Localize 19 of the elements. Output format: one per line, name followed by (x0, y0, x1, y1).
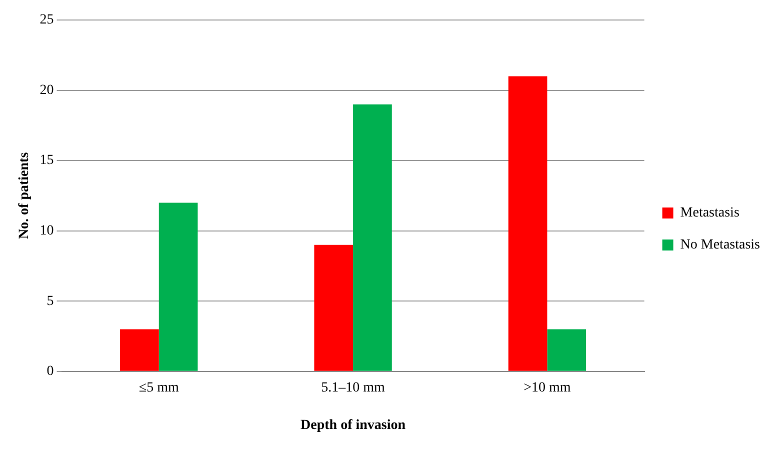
y-tick-label: 20 (40, 82, 54, 98)
y-axis-title: No. of patients (17, 152, 32, 240)
x-tick-label: ≤5 mm (138, 380, 179, 396)
x-tick-label: 5.1–10 mm (321, 380, 386, 396)
bar (508, 76, 548, 371)
bar (314, 244, 354, 371)
bar (353, 104, 392, 371)
y-tick-label: 10 (40, 224, 54, 239)
legend-label: No Metastasis (680, 238, 760, 253)
y-tick-label: 0 (46, 364, 54, 380)
bar (120, 329, 159, 371)
y-tick-label: 15 (40, 153, 54, 168)
bar (547, 329, 586, 371)
legend-label: Metastasis (680, 206, 740, 221)
x-axis-title: Depth of invasion (300, 418, 406, 434)
x-tick-label: >10 mm (524, 380, 571, 396)
y-tick-label: 25 (40, 12, 54, 28)
y-tick-label: 5 (46, 294, 54, 309)
bar (158, 202, 198, 371)
